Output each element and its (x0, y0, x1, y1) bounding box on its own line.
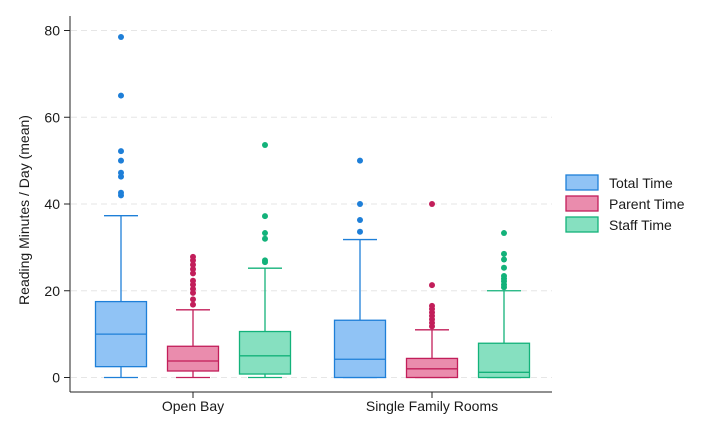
outlier-point (118, 148, 124, 155)
x-ticks: Open Bay Single Family Rooms (162, 392, 498, 414)
y-tick-label: 40 (44, 196, 60, 212)
legend-swatch (565, 216, 599, 233)
outlier-point (262, 142, 268, 149)
outlier-point (501, 250, 507, 257)
y-tick-label: 60 (44, 109, 60, 125)
legend-label: Parent Time (609, 196, 685, 212)
box-parent-time (405, 201, 459, 379)
x-tick-label: Single Family Rooms (366, 398, 498, 414)
gridlines (71, 30, 552, 378)
outlier-point (262, 235, 268, 242)
legend-swatch (565, 174, 599, 191)
outlier-point (190, 270, 196, 277)
outlier-point (357, 228, 363, 235)
outlier-point (429, 302, 435, 309)
iqr-box (166, 345, 220, 372)
outlier-point (118, 157, 124, 164)
outlier-point (190, 277, 196, 284)
outlier-point (190, 266, 196, 273)
outlier-point (190, 286, 196, 293)
y-tick-label: 80 (44, 23, 60, 39)
outlier-point (429, 282, 435, 289)
legend-swatch (565, 195, 599, 212)
x-tick-label: Open Bay (162, 398, 224, 414)
outlier-point (357, 157, 363, 164)
outlier-point (190, 301, 196, 308)
box-total-time (333, 157, 387, 379)
y-ticks: 0 20 40 60 80 (44, 23, 70, 386)
outlier-point (262, 257, 268, 264)
y-axis-label: Reading Minutes / Day (mean) (16, 115, 32, 305)
outlier-point (190, 296, 196, 303)
outlier-point (118, 189, 124, 196)
outlier-point (190, 261, 196, 268)
outlier-point (429, 201, 435, 207)
outlier-point (357, 201, 363, 207)
y-tick-label: 0 (52, 370, 60, 386)
outlier-point (357, 217, 363, 224)
outlier-point (118, 169, 124, 176)
outlier-point (501, 230, 507, 237)
outlier-point (501, 264, 507, 271)
outlier-point (118, 92, 124, 99)
iqr-box (238, 330, 292, 375)
iqr-box (333, 319, 387, 379)
outlier-point (501, 273, 507, 280)
box-staff-time (238, 142, 292, 379)
legend-label: Total Time (609, 175, 673, 191)
legend-label: Staff Time (609, 217, 672, 233)
box-staff-time (477, 230, 531, 379)
axes: 0 20 40 60 80 Open Bay Single Family Rooms Re… (16, 16, 552, 414)
box-total-time (94, 34, 148, 379)
iqr-box (405, 357, 459, 379)
outlier-point (262, 230, 268, 237)
outlier-point (118, 34, 124, 41)
legend: Total Time Parent Time Staff Time (565, 174, 685, 233)
outlier-point (501, 256, 507, 263)
box-parent-time (166, 253, 220, 379)
box-plots (94, 34, 531, 379)
y-tick-label: 20 (44, 283, 60, 299)
outlier-point (262, 213, 268, 220)
outlier-point (190, 253, 196, 260)
